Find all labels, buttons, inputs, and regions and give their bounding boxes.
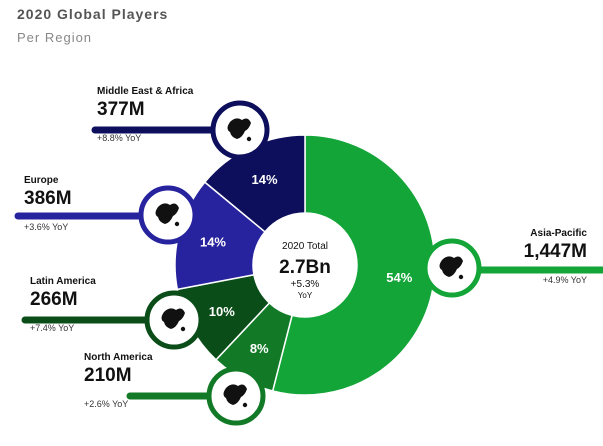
region-yoy: +8.8% YoY [97, 133, 142, 143]
center-growth: +5.3% [291, 279, 320, 290]
region-name: Asia-Pacific [530, 228, 587, 239]
center-total-value: 2.7Bn [279, 257, 331, 278]
middle-east-africa-map-icon [210, 100, 270, 160]
donut-center [253, 213, 357, 317]
region-players: 1,447M [523, 241, 587, 262]
region-yoy: +4.9% YoY [542, 275, 587, 285]
region-name: North America [84, 352, 153, 363]
slice-percent-label: 14% [200, 234, 226, 249]
north-america-map-icon [206, 366, 266, 426]
region-label-north-america: North America 210M +2.6% YoY [84, 352, 153, 409]
slice-percent-label: 54% [386, 270, 412, 285]
center-total-label: 2020 Total [282, 241, 328, 252]
region-players: 377M [97, 99, 145, 120]
region-name: Latin America [30, 276, 96, 287]
asia-pacific-map-icon [422, 238, 482, 298]
europe-map-icon [138, 185, 198, 245]
region-name: Europe [24, 175, 59, 186]
slice-percent-label: 8% [250, 341, 269, 356]
region-yoy: +3.6% YoY [24, 222, 69, 232]
region-label-europe: Europe 386M +3.6% YoY [24, 175, 72, 232]
region-yoy: +7.4% YoY [30, 323, 75, 333]
slice-percent-label: 14% [252, 172, 278, 187]
latin-america-map-icon [144, 290, 204, 350]
slice-percent-label: 10% [209, 304, 235, 319]
chart-title: 2020 Global Players [17, 6, 169, 22]
region-players: 210M [84, 365, 132, 386]
center-growth-unit: YoY [298, 291, 313, 300]
region-label-middle-east-africa: Middle East & Africa 377M +8.8% YoY [97, 86, 193, 143]
region-players: 266M [30, 289, 78, 310]
region-label-latin-america: Latin America 266M +7.4% YoY [30, 276, 96, 333]
region-yoy: +2.6% YoY [84, 399, 129, 409]
region-name: Middle East & Africa [97, 86, 194, 97]
chart-subtitle: Per Region [17, 30, 93, 45]
region-label-asia-pacific: Asia-Pacific 1,447M +4.9% YoY [524, 228, 587, 285]
region-players: 386M [24, 188, 72, 209]
